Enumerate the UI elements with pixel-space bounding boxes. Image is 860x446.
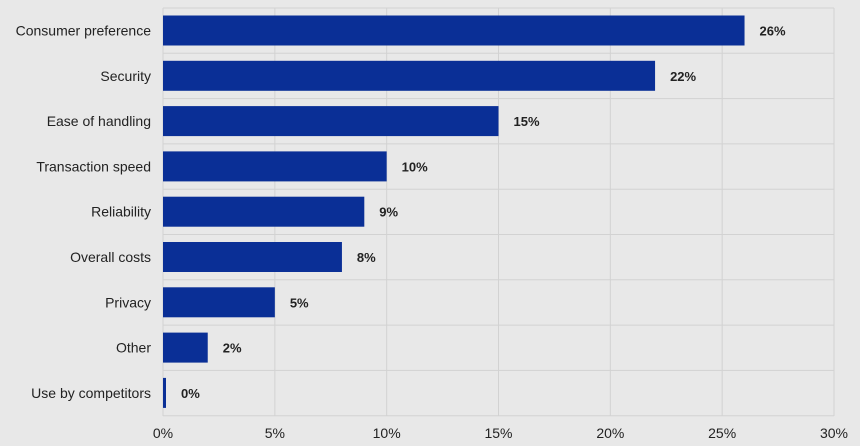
bar (163, 242, 342, 272)
value-label: 10% (402, 159, 428, 174)
x-tick-label: 10% (373, 425, 401, 441)
x-tick-label: 0% (153, 425, 173, 441)
value-label: 5% (290, 295, 309, 310)
value-label: 15% (514, 114, 540, 129)
value-label: 2% (223, 341, 242, 356)
bar (163, 151, 387, 182)
category-label: Transaction speed (36, 158, 151, 174)
x-axis-ticks: 0% 5% 10% 15% 20% 25% 30% (153, 425, 848, 441)
bar (163, 332, 208, 363)
value-label: 8% (357, 250, 376, 265)
value-label: 22% (670, 69, 696, 84)
category-label: Privacy (105, 294, 151, 310)
x-tick-label: 25% (708, 425, 736, 441)
category-label: Security (100, 68, 151, 84)
bar (163, 287, 275, 318)
grid (162, 7, 835, 417)
category-label: Ease of handling (47, 113, 151, 129)
bar (163, 196, 365, 227)
x-tick-label: 30% (820, 425, 848, 441)
x-tick-label: 20% (596, 425, 624, 441)
category-label: Reliability (91, 204, 151, 220)
bar (163, 377, 166, 408)
value-label: 26% (760, 24, 786, 39)
value-labels: 26% 22% 15% 10% 9% 8% 5% 2% 0% (181, 24, 786, 401)
bar (163, 60, 656, 91)
x-tick-label: 5% (265, 425, 285, 441)
value-label: 9% (379, 205, 398, 220)
category-labels: Consumer preference Security Ease of handl… (16, 23, 152, 401)
category-label: Use by competitors (31, 385, 151, 401)
category-label: Consumer preference (16, 23, 152, 39)
bar (163, 106, 499, 137)
bars (163, 15, 745, 408)
bar (163, 15, 745, 46)
category-label: Other (116, 340, 151, 356)
value-label: 0% (181, 386, 200, 401)
category-label: Overall costs (70, 249, 151, 265)
x-tick-label: 15% (484, 425, 512, 441)
